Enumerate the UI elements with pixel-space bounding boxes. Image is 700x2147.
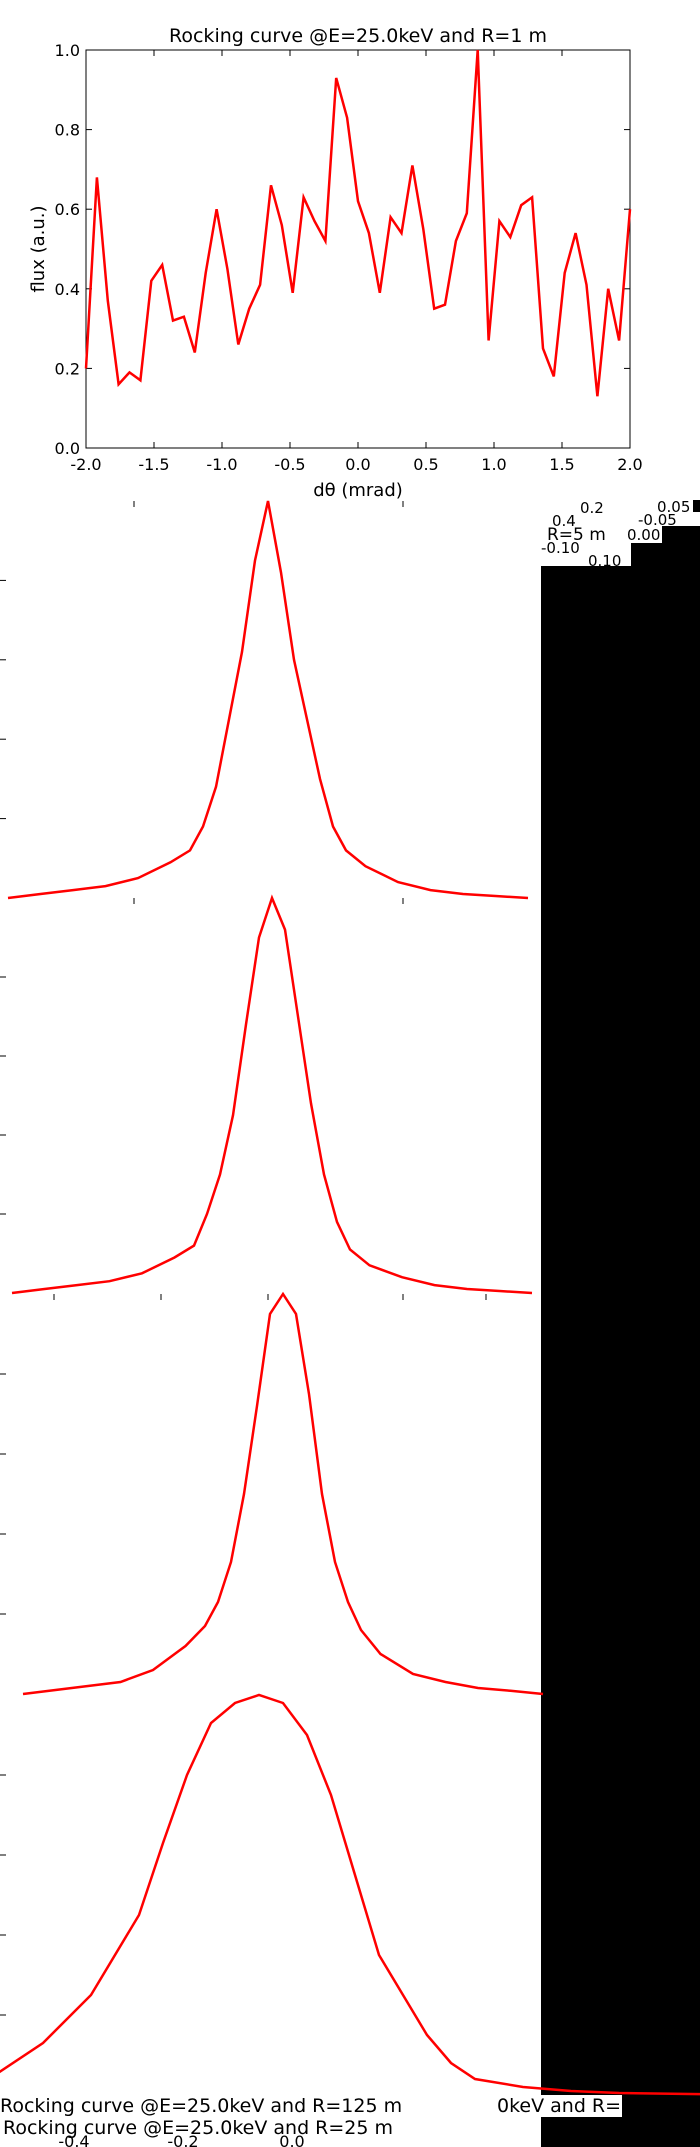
series-line bbox=[84, 49, 632, 397]
series-line bbox=[11, 894, 533, 1295]
black-panel-step-1 bbox=[631, 543, 700, 567]
corner-tick-6: -0.10 bbox=[541, 539, 580, 557]
rocking-curve-r1-chart: Rocking curve @E=25.0keV and R=1 m dθ (m… bbox=[28, 25, 643, 501]
y-tick-label: 1.0 bbox=[55, 41, 80, 60]
bottom-title-rinf: 0keV and R=∞ bbox=[497, 2095, 637, 2117]
corner-tick-1: 0.2 bbox=[580, 499, 604, 517]
x-tick-label: 1.5 bbox=[549, 455, 574, 474]
x-tick-label: 0.0 bbox=[345, 455, 370, 474]
corner-tick-7: 0.10 bbox=[588, 552, 621, 570]
y-axis-label: flux (a.u.) bbox=[28, 205, 49, 292]
black-panel-step-2 bbox=[662, 526, 700, 544]
chart-title: Rocking curve @E=25.0keV and R=1 m bbox=[169, 25, 547, 47]
series-line bbox=[7, 500, 529, 900]
x-tick-label: -2.0 bbox=[70, 455, 101, 474]
black-panel-main bbox=[541, 566, 700, 2147]
corner-tick-2: 0.05 bbox=[657, 498, 690, 516]
x-axis-label: dθ (mrad) bbox=[313, 480, 403, 501]
y-tick-label: 0.0 bbox=[55, 439, 80, 458]
corner-tick-4: -0.05 bbox=[638, 511, 677, 529]
x-tick-label: -0.2 bbox=[167, 2132, 198, 2147]
x-tick-label: -1.0 bbox=[206, 455, 237, 474]
y-tick-label: 0.2 bbox=[55, 359, 80, 378]
bottom-title-bg-2 bbox=[0, 2117, 432, 2139]
plot-frame bbox=[85, 49, 631, 449]
bottom-title-r125: Rocking curve @E=25.0keV and R=125 m bbox=[0, 2095, 402, 2117]
x-tick-label: 0.0 bbox=[279, 2132, 304, 2147]
x-tick-label: 1.0 bbox=[481, 455, 506, 474]
bottom-title-r25: Rocking curve @E=25.0keV and R=25 m bbox=[3, 2117, 393, 2139]
rocking-curve-panel-1 bbox=[0, 500, 529, 900]
y-tick-label: 0.4 bbox=[55, 280, 80, 299]
y-tick-label: 0.8 bbox=[55, 121, 80, 140]
x-tick-label: 2.0 bbox=[617, 455, 642, 474]
bottom-title-bg bbox=[0, 2095, 622, 2117]
corner-tick-5: 0.00 bbox=[627, 526, 660, 544]
x-tick-label: 0.5 bbox=[413, 455, 438, 474]
rocking-curve-panel-2 bbox=[0, 894, 533, 1295]
corner-tick-3: 0.4 bbox=[552, 512, 576, 530]
y-tick-label: 0.6 bbox=[55, 200, 80, 219]
x-tick-label: -0.5 bbox=[274, 455, 305, 474]
corner-title-r5: R=5 m bbox=[547, 525, 606, 545]
rocking-curve-panel-4 bbox=[0, 1693, 700, 2096]
rocking-curve-panel-3 bbox=[0, 1291, 544, 1696]
black-panel-square bbox=[693, 500, 700, 512]
series-line bbox=[0, 1693, 700, 2096]
series-line bbox=[22, 1291, 544, 1696]
x-tick-label: -1.5 bbox=[138, 455, 169, 474]
x-tick-label: -0.4 bbox=[58, 2132, 89, 2147]
